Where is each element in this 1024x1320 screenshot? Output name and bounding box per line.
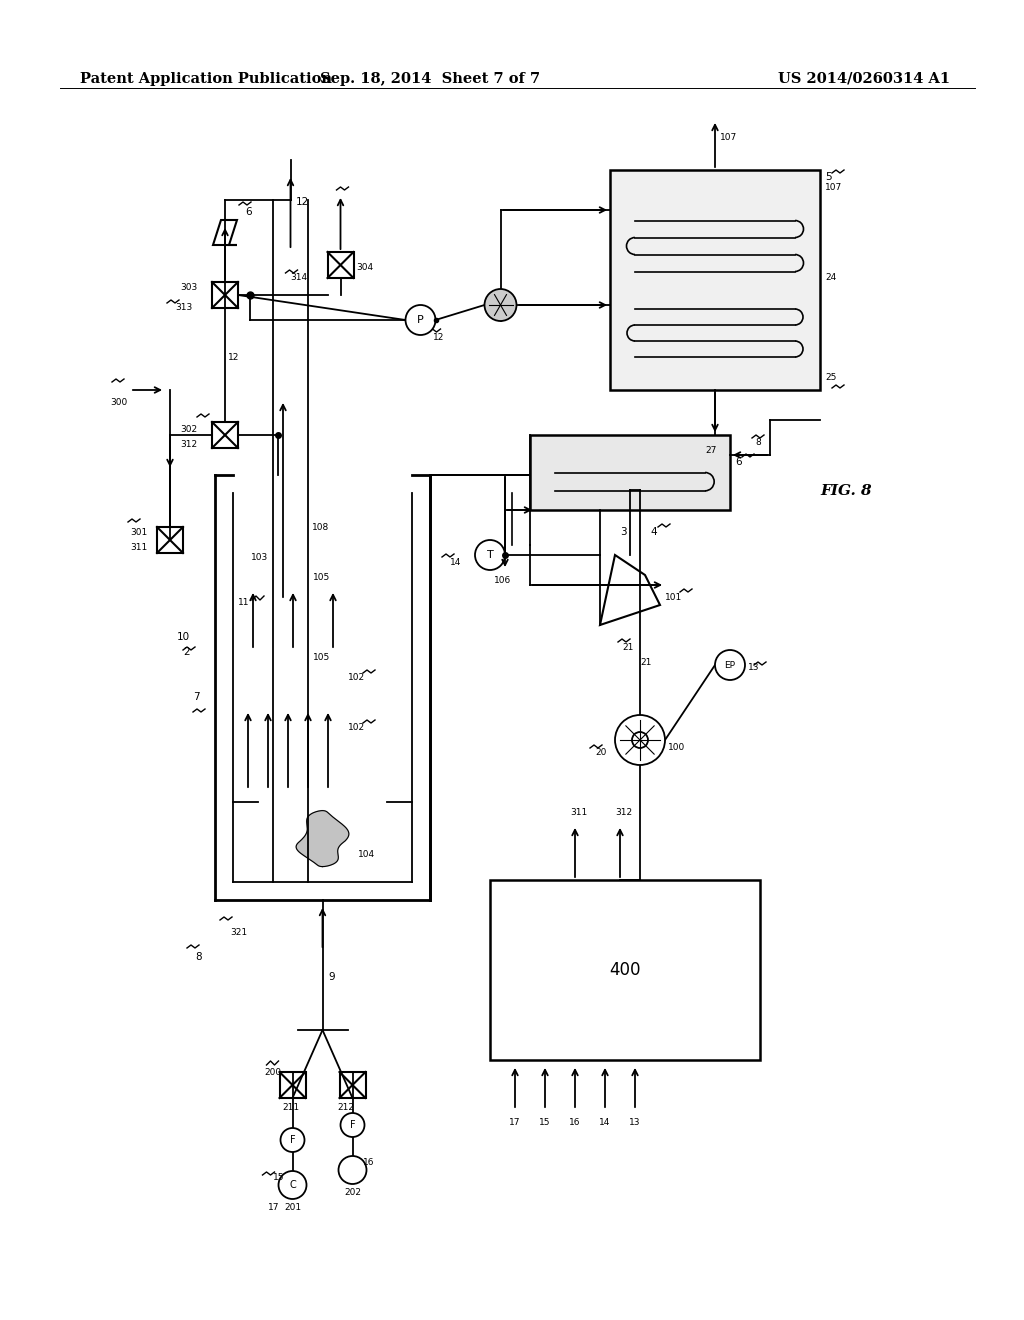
Text: 105: 105: [313, 573, 331, 582]
Text: 103: 103: [251, 553, 268, 562]
Text: 200: 200: [264, 1068, 282, 1077]
Text: 9: 9: [329, 972, 335, 982]
Polygon shape: [296, 810, 349, 867]
Circle shape: [632, 733, 648, 748]
Text: 8: 8: [195, 952, 202, 962]
Text: 3: 3: [620, 527, 627, 537]
Text: 11: 11: [238, 598, 250, 607]
Text: 102: 102: [348, 673, 366, 682]
Text: 7: 7: [194, 692, 200, 702]
Text: 202: 202: [344, 1188, 361, 1197]
Circle shape: [475, 540, 505, 570]
Text: 5: 5: [825, 172, 831, 182]
Text: Sep. 18, 2014  Sheet 7 of 7: Sep. 18, 2014 Sheet 7 of 7: [319, 73, 540, 86]
Text: 16: 16: [569, 1118, 581, 1127]
Text: 312: 312: [180, 440, 198, 449]
Text: 4: 4: [650, 527, 656, 537]
Text: 27: 27: [705, 446, 717, 455]
Text: 12: 12: [296, 197, 309, 207]
Bar: [157, 527, 183, 553]
Circle shape: [615, 715, 665, 766]
Text: EP: EP: [725, 660, 735, 669]
Text: 14: 14: [450, 558, 462, 568]
Text: US 2014/0260314 A1: US 2014/0260314 A1: [778, 73, 950, 86]
Text: 301: 301: [130, 528, 147, 537]
Text: Patent Application Publication: Patent Application Publication: [80, 73, 332, 86]
Text: 104: 104: [357, 850, 375, 859]
Circle shape: [281, 1129, 304, 1152]
Bar: [530, 436, 730, 510]
Bar: [610, 170, 820, 389]
Text: 17: 17: [267, 1203, 279, 1212]
Text: F: F: [349, 1119, 355, 1130]
Text: 400: 400: [609, 961, 641, 979]
Text: 12: 12: [228, 352, 240, 362]
Text: 15: 15: [540, 1118, 551, 1127]
Text: 107: 107: [720, 133, 737, 143]
Bar: [212, 282, 238, 308]
Circle shape: [341, 1113, 365, 1137]
Text: 6: 6: [735, 457, 741, 467]
Text: 311: 311: [570, 808, 587, 817]
Text: 15: 15: [272, 1173, 284, 1181]
Text: F: F: [290, 1135, 295, 1144]
Text: 13: 13: [630, 1118, 641, 1127]
Text: 13: 13: [748, 663, 760, 672]
Text: 107: 107: [825, 183, 843, 191]
Text: 212: 212: [338, 1104, 354, 1111]
Text: T: T: [486, 550, 494, 560]
Text: 20: 20: [595, 748, 606, 756]
Text: 100: 100: [668, 743, 685, 752]
Bar: [340, 1072, 366, 1098]
Text: 211: 211: [282, 1104, 299, 1111]
Text: 311: 311: [130, 543, 147, 552]
Text: 21: 21: [622, 643, 634, 652]
Bar: [212, 422, 238, 447]
Text: P: P: [417, 315, 424, 325]
Circle shape: [279, 1171, 306, 1199]
Circle shape: [406, 305, 435, 335]
Text: 16: 16: [362, 1158, 374, 1167]
Text: 101: 101: [665, 593, 682, 602]
Text: 2: 2: [183, 647, 190, 657]
Bar: [490, 880, 760, 1060]
Text: 300: 300: [110, 399, 127, 407]
Text: 24: 24: [825, 273, 837, 282]
Bar: [328, 252, 353, 279]
Text: FIG. 8: FIG. 8: [820, 484, 871, 498]
Text: 302: 302: [180, 425, 198, 434]
Text: 201: 201: [284, 1203, 301, 1212]
Text: 106: 106: [494, 576, 511, 585]
Text: 105: 105: [313, 653, 331, 663]
Circle shape: [339, 1156, 367, 1184]
Text: C: C: [289, 1180, 296, 1191]
Text: 102: 102: [348, 723, 366, 733]
Text: 6: 6: [245, 207, 252, 216]
Text: 303: 303: [180, 282, 198, 292]
Text: 25: 25: [825, 374, 837, 381]
Text: 21: 21: [640, 657, 651, 667]
Circle shape: [715, 649, 745, 680]
Text: 304: 304: [356, 263, 374, 272]
Text: 14: 14: [599, 1118, 610, 1127]
Text: 321: 321: [230, 928, 247, 937]
Text: 12: 12: [432, 333, 443, 342]
Text: 108: 108: [312, 523, 330, 532]
Text: 17: 17: [509, 1118, 521, 1127]
Text: 313: 313: [175, 304, 193, 312]
Text: 314: 314: [291, 273, 307, 282]
Text: 312: 312: [615, 808, 632, 817]
Text: 8: 8: [755, 438, 761, 447]
Bar: [280, 1072, 305, 1098]
Circle shape: [484, 289, 516, 321]
Text: 10: 10: [177, 632, 190, 642]
